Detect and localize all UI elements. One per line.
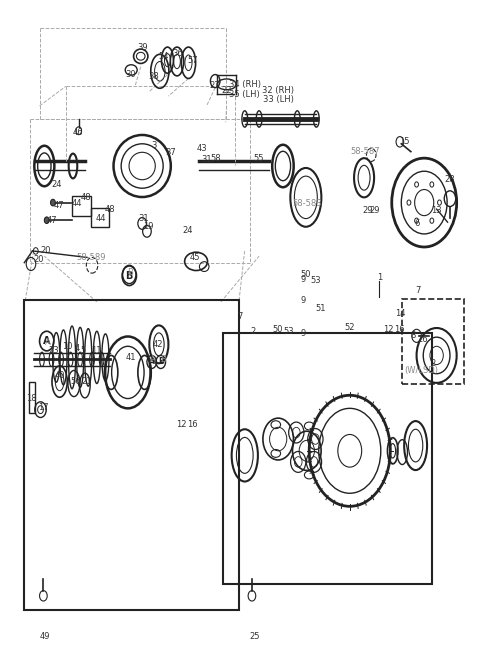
Text: 38: 38 bbox=[149, 72, 159, 81]
Text: 20: 20 bbox=[40, 247, 50, 255]
Bar bbox=[91, 209, 109, 227]
Text: 31: 31 bbox=[138, 214, 149, 223]
Text: 47: 47 bbox=[46, 216, 57, 225]
Text: 23: 23 bbox=[48, 346, 59, 356]
Text: 21: 21 bbox=[81, 377, 92, 386]
Text: A: A bbox=[150, 355, 156, 364]
Text: B: B bbox=[127, 268, 133, 277]
Text: 37: 37 bbox=[166, 148, 176, 157]
Text: 54: 54 bbox=[158, 52, 169, 62]
Text: 27: 27 bbox=[210, 81, 220, 89]
Text: 40: 40 bbox=[54, 371, 65, 380]
Text: 2: 2 bbox=[431, 359, 436, 369]
Text: 33 (LH): 33 (LH) bbox=[263, 95, 294, 104]
Text: 57: 57 bbox=[187, 56, 198, 65]
Text: 26: 26 bbox=[417, 335, 428, 344]
Text: 50: 50 bbox=[300, 270, 311, 279]
Text: 58-587: 58-587 bbox=[350, 147, 380, 156]
Circle shape bbox=[50, 199, 55, 206]
Text: 29: 29 bbox=[370, 206, 380, 215]
Text: 41: 41 bbox=[126, 353, 136, 362]
Text: 22: 22 bbox=[221, 87, 232, 95]
Text: 7: 7 bbox=[237, 312, 243, 321]
Text: 16: 16 bbox=[395, 325, 405, 334]
Text: 10: 10 bbox=[62, 342, 72, 351]
Text: (W/LSD): (W/LSD) bbox=[404, 366, 438, 375]
Text: 45: 45 bbox=[190, 253, 200, 262]
Text: 6: 6 bbox=[414, 219, 419, 228]
Text: 29: 29 bbox=[363, 206, 373, 215]
Text: 12: 12 bbox=[177, 420, 187, 429]
Text: 34 (RH): 34 (RH) bbox=[229, 80, 261, 89]
Text: 18: 18 bbox=[25, 394, 36, 403]
Text: 16: 16 bbox=[187, 420, 198, 429]
Text: 20: 20 bbox=[34, 255, 44, 264]
Text: 15: 15 bbox=[399, 137, 410, 146]
Bar bbox=[223, 333, 432, 584]
Text: A: A bbox=[45, 338, 51, 347]
Text: B: B bbox=[126, 271, 133, 281]
Text: 7: 7 bbox=[415, 285, 420, 295]
Text: 42: 42 bbox=[153, 340, 163, 349]
Text: 28: 28 bbox=[444, 174, 456, 184]
Text: 4: 4 bbox=[74, 344, 79, 354]
Bar bbox=[402, 298, 464, 384]
Text: 24: 24 bbox=[182, 226, 193, 234]
Text: 5: 5 bbox=[81, 346, 86, 356]
Text: 9: 9 bbox=[300, 329, 306, 338]
Bar bbox=[72, 196, 91, 216]
Bar bbox=[24, 300, 239, 610]
Text: 17: 17 bbox=[38, 403, 48, 412]
Text: 32 (RH): 32 (RH) bbox=[262, 87, 294, 95]
Text: 1: 1 bbox=[377, 272, 382, 281]
Text: 51: 51 bbox=[315, 304, 325, 313]
Circle shape bbox=[44, 217, 49, 224]
Text: B: B bbox=[158, 358, 164, 367]
Text: 2: 2 bbox=[251, 327, 256, 336]
Text: B: B bbox=[160, 355, 166, 364]
Text: 30: 30 bbox=[125, 70, 135, 79]
Text: 47: 47 bbox=[53, 201, 64, 210]
Text: 48: 48 bbox=[81, 193, 92, 202]
Text: 39: 39 bbox=[137, 43, 147, 52]
Text: 14: 14 bbox=[395, 309, 405, 318]
Text: 53: 53 bbox=[283, 327, 294, 336]
Text: A: A bbox=[43, 336, 50, 346]
Text: 58-583: 58-583 bbox=[292, 199, 322, 209]
Text: 3: 3 bbox=[151, 140, 157, 150]
Text: 52: 52 bbox=[345, 323, 355, 333]
Text: 13: 13 bbox=[432, 206, 442, 215]
Text: 12: 12 bbox=[383, 325, 393, 334]
Text: 44: 44 bbox=[96, 214, 106, 223]
Text: 25: 25 bbox=[249, 632, 260, 641]
Text: 19: 19 bbox=[143, 222, 154, 232]
Text: 36: 36 bbox=[173, 49, 183, 58]
Text: 43: 43 bbox=[196, 144, 207, 153]
Bar bbox=[29, 382, 35, 413]
Text: 35 (LH): 35 (LH) bbox=[229, 90, 260, 98]
Text: 9: 9 bbox=[300, 296, 306, 305]
Text: 58-589: 58-589 bbox=[76, 253, 106, 262]
Text: 53: 53 bbox=[310, 276, 321, 285]
Text: 24: 24 bbox=[51, 180, 61, 189]
Text: 9: 9 bbox=[300, 274, 306, 283]
Text: 49: 49 bbox=[40, 632, 50, 641]
Text: 11: 11 bbox=[91, 346, 101, 356]
Text: A: A bbox=[149, 358, 155, 367]
Text: 50: 50 bbox=[272, 325, 282, 334]
Text: 44: 44 bbox=[72, 199, 82, 209]
Text: 56: 56 bbox=[70, 377, 81, 386]
Text: 55: 55 bbox=[254, 154, 264, 163]
Text: 48: 48 bbox=[105, 205, 116, 214]
Text: 58: 58 bbox=[211, 154, 221, 163]
Text: 8: 8 bbox=[410, 331, 416, 340]
Text: 46: 46 bbox=[72, 127, 83, 136]
Text: 31: 31 bbox=[201, 155, 212, 164]
